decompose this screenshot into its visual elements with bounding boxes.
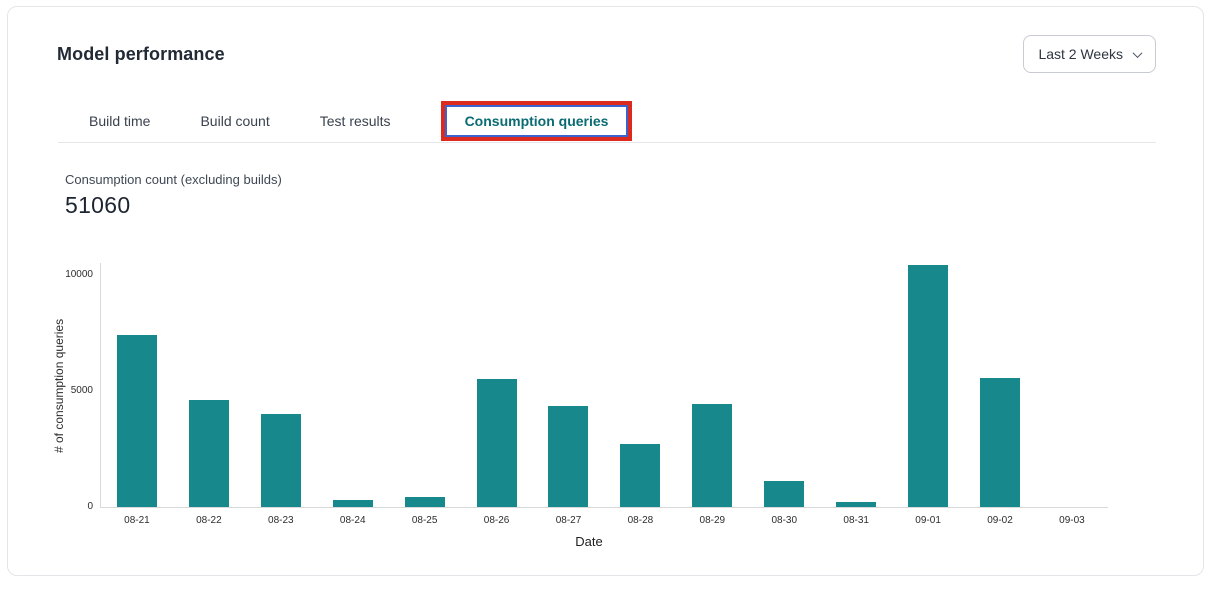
bar-slot: 08-26 (461, 263, 533, 526)
tab-consumption-queries[interactable]: Consumption queries (464, 112, 609, 129)
bar-08-31[interactable] (836, 501, 877, 507)
x-tick-label: 08-24 (339, 515, 366, 526)
x-tick-label: 08-26 (483, 515, 510, 526)
x-tick-label: 08-25 (411, 515, 438, 526)
tab-build-time[interactable]: Build time (89, 112, 151, 129)
x-tick-label: 09-01 (915, 515, 941, 526)
x-tick-label: 08-31 (843, 515, 869, 526)
annotation-highlight-box: Consumption queries (440, 100, 633, 141)
consumption-queries-chart: 08-21 08-22 08-23 08-24 08-25 08-26 08-27 08-28… (65, 263, 1108, 526)
bar-slot: 08-24 (317, 263, 389, 526)
bar-09-01[interactable] (908, 265, 949, 507)
y-tick-label: 10000 (65, 268, 93, 280)
time-range-dropdown[interactable]: Last 2 Weeks (1023, 35, 1156, 73)
bar-08-22[interactable] (188, 400, 229, 507)
x-tick-label: 09-02 (987, 515, 1013, 526)
bar-slot: 08-23 (245, 263, 317, 526)
bar-08-29[interactable] (692, 403, 733, 507)
chevron-down-icon (1132, 47, 1143, 58)
y-tick-label: 5000 (70, 384, 93, 396)
time-range-value: Last 2 Weeks (1038, 46, 1123, 62)
bar-slot: 08-31 (820, 263, 892, 526)
x-tick-label: 08-22 (196, 515, 222, 526)
bar-slot: 08-30 (748, 263, 820, 526)
bar-08-23[interactable] (260, 413, 301, 507)
bar-slot: 08-29 (676, 263, 748, 526)
bar-slot: 09-01 (892, 263, 964, 526)
metric-block: Consumption count (excluding builds) 510… (65, 172, 1203, 219)
tab-test-results[interactable]: Test results (319, 112, 391, 129)
bar-slot: 08-28 (604, 263, 676, 526)
bar-slot: 08-25 (389, 263, 461, 526)
bar-slot: 09-02 (964, 263, 1036, 526)
page-title: Model performance (57, 44, 225, 64)
x-tick-label: 08-27 (555, 515, 582, 526)
metric-label: Consumption count (excluding builds) (65, 172, 282, 187)
bar-09-02[interactable] (980, 377, 1021, 507)
bar-slot: 09-03 (1036, 263, 1108, 526)
bar-08-24[interactable] (332, 500, 373, 507)
x-tick-label: 08-29 (699, 515, 726, 526)
tab-build-count[interactable]: Build count (200, 112, 270, 129)
x-tick-label: 08-23 (268, 515, 294, 526)
x-tick-label: 08-21 (124, 515, 150, 526)
tab-bar: Build time Build count Test results Cons… (58, 99, 1156, 143)
bar-slot: 08-22 (173, 263, 245, 526)
bar-08-26[interactable] (476, 379, 517, 507)
y-axis-label: # of consumption queries (52, 318, 66, 453)
bar-08-27[interactable] (548, 405, 589, 507)
bar-08-25[interactable] (404, 497, 445, 507)
x-tick-label: 09-03 (1059, 515, 1085, 526)
bar-08-30[interactable] (764, 480, 805, 507)
bar-slot: 08-21 (101, 263, 173, 526)
metric-value: 51060 (65, 192, 131, 218)
x-axis-label: Date (575, 534, 603, 549)
bar-08-21[interactable] (116, 335, 157, 507)
bar-slot: 08-27 (533, 263, 605, 526)
x-tick-label: 08-30 (771, 515, 798, 526)
bar-08-28[interactable] (620, 444, 661, 507)
card-header: Model performance Last 2 Weeks (8, 7, 1203, 73)
model-performance-card: Model performance Last 2 Weeks Build tim… (7, 6, 1204, 576)
y-tick-label: 0 (87, 501, 93, 512)
x-tick-label: 08-28 (627, 515, 654, 526)
